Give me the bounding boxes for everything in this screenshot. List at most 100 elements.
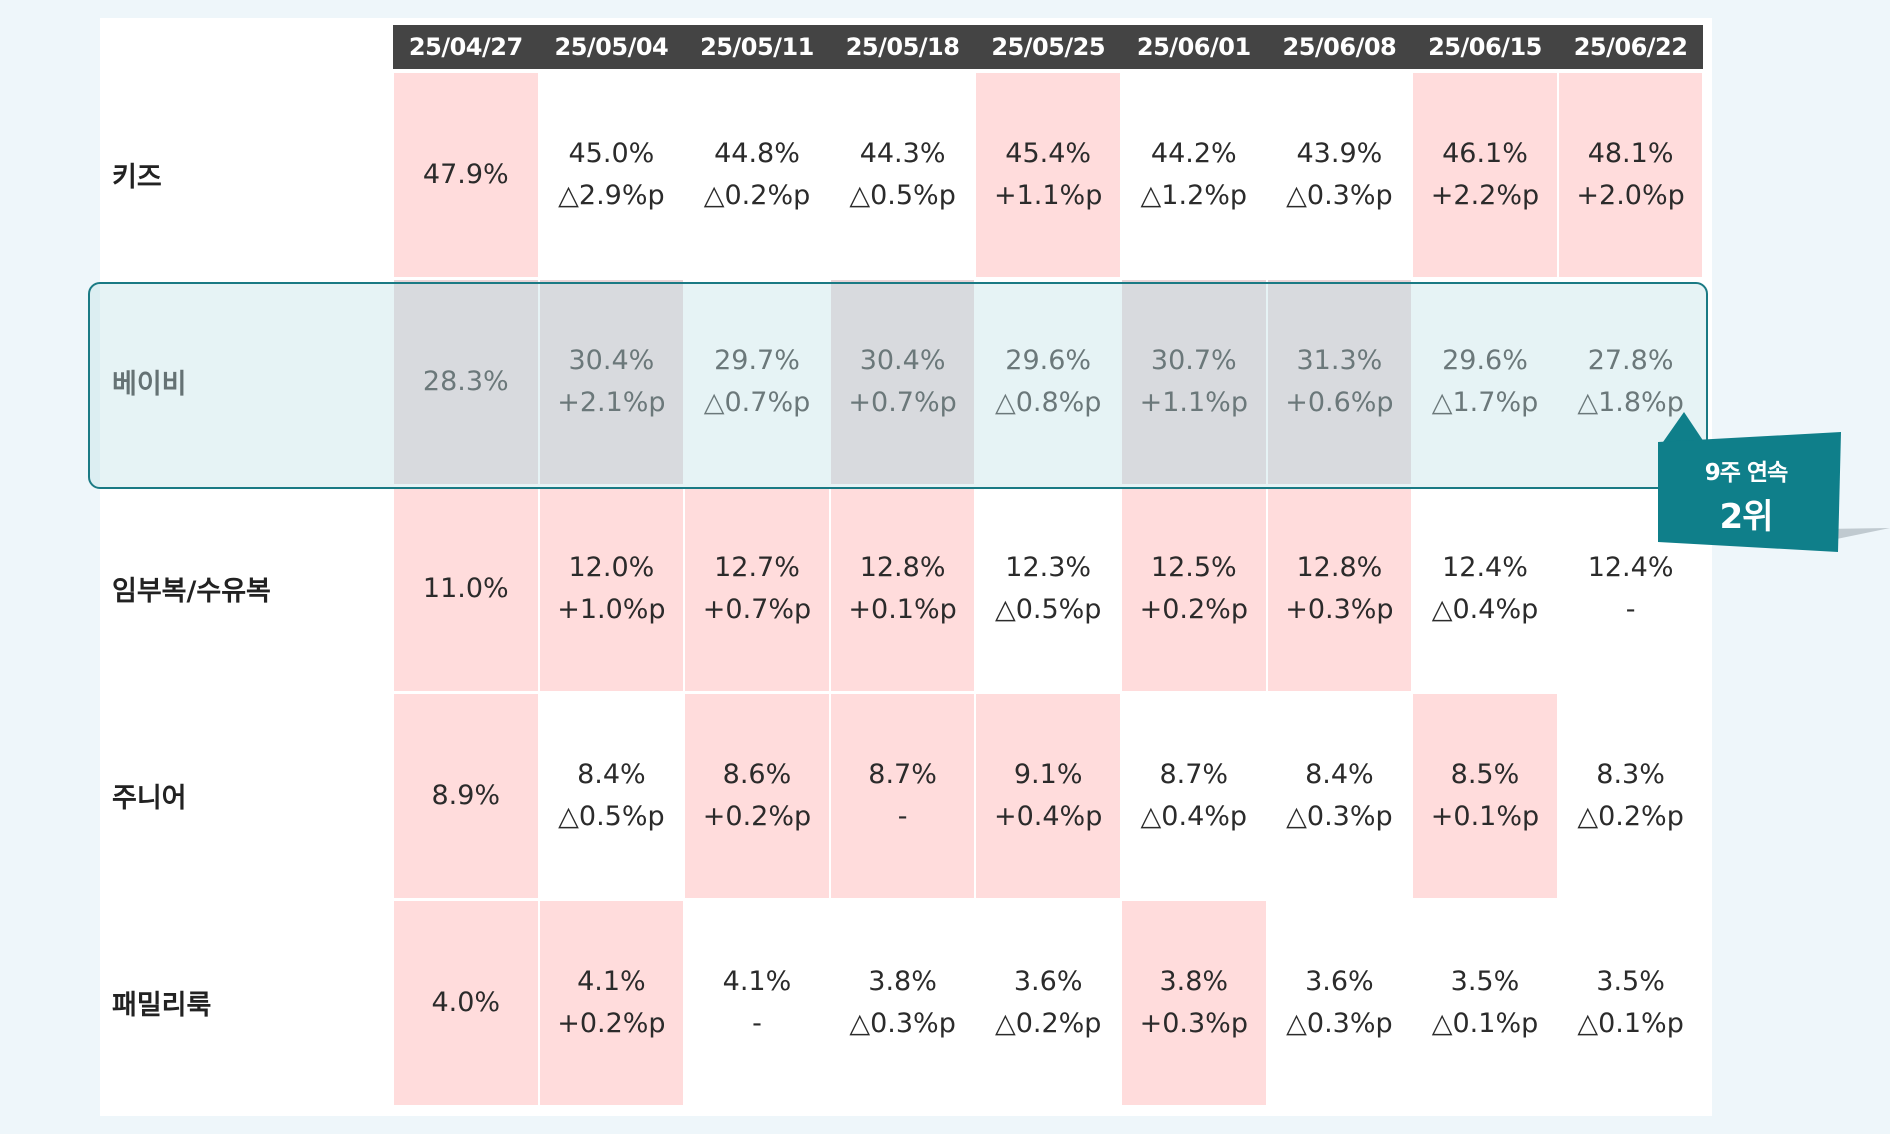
cell-change: △0.3%p	[1286, 1008, 1393, 1039]
cell-change: △0.1%p	[1431, 1008, 1539, 1039]
table-cell: 46.1% +2.2%p	[1413, 73, 1557, 277]
table-cell: 45.4% +1.1%p	[976, 73, 1120, 277]
table-cell: 30.4% +2.1%p	[539, 280, 684, 484]
cell-change: +0.6%p	[1285, 387, 1394, 418]
row-label: 패밀리룩	[112, 990, 212, 1021]
column-header: 25/06/01	[1121, 25, 1267, 69]
cell-value: 3.5%	[1596, 966, 1665, 997]
column-header: 25/05/11	[684, 25, 830, 69]
cell-value: 8.3%	[1596, 759, 1665, 790]
cell-value: 3.8%	[868, 966, 937, 997]
cell-change: +2.2%p	[1430, 180, 1540, 211]
cell-value: 3.8%	[1159, 966, 1229, 997]
table-cell: 8.5% +0.1%p	[1413, 694, 1557, 898]
table-cell: 11.0%	[394, 487, 538, 691]
table-cell: 8.4% △0.3%p	[1268, 694, 1412, 898]
cell-change: +0.2%p	[702, 801, 812, 832]
column-header: 25/05/25	[975, 25, 1121, 69]
cell-value: 8.9%	[431, 780, 501, 811]
cell-change: △0.5%p	[558, 801, 665, 832]
cell-value: 47.9%	[422, 159, 509, 190]
table-cell: 30.7% +1.1%p	[1122, 280, 1266, 484]
cell-change: △0.3%p	[1286, 801, 1393, 832]
cell-value: 4.1%	[722, 966, 792, 997]
table-cell: 3.8% +0.3%p	[1122, 901, 1266, 1105]
cell-value: 12.8%	[859, 552, 946, 583]
cell-value: 8.4%	[577, 759, 646, 790]
cell-change: -	[897, 801, 908, 832]
column-header: 25/06/22	[1557, 25, 1704, 69]
cell-change: △2.9%p	[558, 180, 665, 211]
cell-value: 12.8%	[1296, 552, 1383, 583]
cell-value: 4.1%	[577, 966, 646, 997]
cell-change: △0.8%p	[994, 387, 1102, 418]
cell-change: +0.1%p	[848, 594, 957, 625]
cell-value: 12.5%	[1150, 552, 1237, 583]
cell-value: 4.0%	[431, 987, 501, 1018]
table-cell: 3.8% △0.3%p	[831, 901, 975, 1105]
table-cell: 29.6% △0.8%p	[976, 280, 1120, 484]
column-header: 25/05/18	[829, 25, 976, 69]
cell-change: -	[1625, 594, 1636, 625]
cell-value: 8.4%	[1305, 759, 1374, 790]
callout-shadow	[1822, 528, 1890, 542]
row-label: 주니어	[112, 783, 187, 814]
cell-change: +0.3%p	[1285, 594, 1394, 625]
cell-value: 44.3%	[859, 138, 946, 169]
table-cell: 12.4% △0.4%p	[1413, 487, 1557, 691]
cell-value: 29.6%	[1442, 345, 1528, 376]
cell-value: 3.5%	[1450, 966, 1520, 997]
table-cell: 8.7% △0.4%p	[1122, 694, 1266, 898]
cell-change: △0.5%p	[849, 180, 956, 211]
cell-value: 12.0%	[568, 552, 655, 583]
cell-value: 30.4%	[568, 345, 655, 376]
cell-change: +0.4%p	[994, 801, 1103, 832]
cell-change: +0.7%p	[702, 594, 812, 625]
table-cell: 8.9%	[394, 694, 538, 898]
table-cell: 27.8% △1.8%p	[1559, 280, 1703, 484]
table-cell: 12.4% -	[1559, 487, 1703, 691]
cell-change: △1.7%p	[1431, 387, 1539, 418]
cell-value: 12.4%	[1587, 552, 1674, 583]
cell-value: 29.6%	[1005, 345, 1092, 376]
cell-value: 12.3%	[1005, 552, 1092, 583]
table-cell: 47.9%	[394, 73, 538, 277]
cell-change: △1.2%p	[1140, 180, 1248, 211]
cell-change: +1.0%p	[557, 594, 666, 625]
table-cell: 12.0% +1.0%p	[539, 487, 684, 691]
cell-value: 44.8%	[714, 138, 800, 169]
column-header: 25/06/15	[1412, 25, 1558, 69]
row-label: 키즈	[112, 162, 162, 193]
cell-change: +0.3%p	[1139, 1008, 1248, 1039]
cell-change: △0.4%p	[1140, 801, 1248, 832]
callout-pointer	[1663, 412, 1704, 442]
cell-value: 3.6%	[1305, 966, 1374, 997]
row-label: 임부복/수유복	[112, 576, 271, 607]
cell-value: 9.1%	[1013, 759, 1083, 790]
table-cell: 29.7% △0.7%p	[685, 280, 829, 484]
cell-value: 8.7%	[868, 759, 937, 790]
table-cell: 44.8% △0.2%p	[685, 73, 829, 277]
cell-change: △1.8%p	[1577, 387, 1684, 418]
cell-value: 8.7%	[1159, 759, 1229, 790]
cell-change: +0.7%p	[848, 387, 957, 418]
cell-change: △0.2%p	[703, 180, 811, 211]
cell-change: +0.2%p	[557, 1008, 666, 1039]
cell-change: △0.4%p	[1431, 594, 1539, 625]
table-cell: 45.0% △2.9%p	[540, 73, 684, 277]
table-cell: 12.3% △0.5%p	[976, 487, 1120, 691]
table-cell: 12.5% +0.2%p	[1122, 487, 1266, 691]
cell-change: +1.1%p	[1139, 387, 1248, 418]
cell-change: △0.7%p	[703, 387, 811, 418]
table-cell: 4.1% +0.2%p	[539, 901, 684, 1105]
table-cell: 8.4% △0.5%p	[540, 694, 684, 898]
table-cell: 31.3% +0.6%p	[1267, 280, 1412, 484]
cell-change: △0.5%p	[994, 594, 1102, 625]
table-cell: 28.3%	[394, 280, 538, 484]
column-header: 25/04/27	[393, 25, 539, 69]
table-cell: 12.8% +0.1%p	[830, 487, 975, 691]
table-cell: 43.9% △0.3%p	[1268, 73, 1412, 277]
table-cell: 4.0%	[394, 901, 538, 1105]
cell-value: 8.5%	[1450, 759, 1520, 790]
